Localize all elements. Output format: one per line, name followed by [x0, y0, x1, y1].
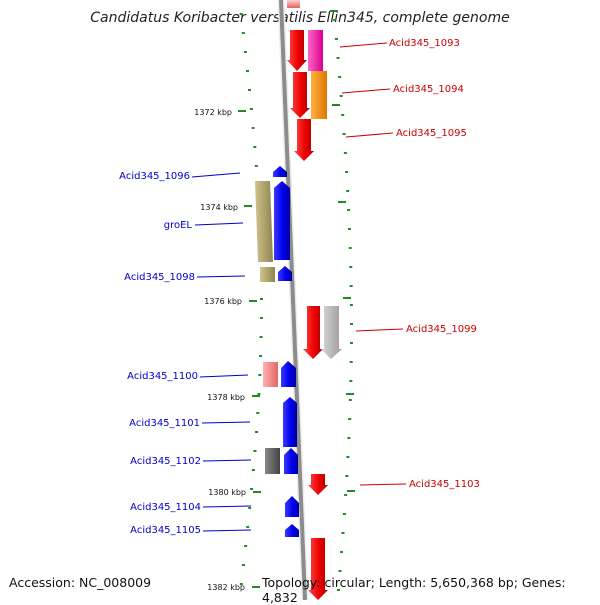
tick-marks — [239, 13, 353, 591]
scale-ticks — [238, 110, 261, 588]
scale-label-1376: 1376 kbp — [204, 297, 242, 306]
scale-label-1378: 1378 kbp — [207, 393, 245, 402]
scale-label-1382: 1382 kbp — [207, 583, 245, 592]
gene-feature-acid345-1105[interactable] — [285, 524, 299, 537]
label-acid345-1098[interactable]: Acid345_1098 — [124, 272, 195, 283]
gene-feature-groel-partner[interactable] — [255, 181, 273, 262]
gene-feature-1099-partner[interactable] — [321, 306, 342, 359]
gene-feature-acid345-1102[interactable] — [284, 448, 298, 474]
accession-text: Accession: NC_008009 — [9, 575, 152, 590]
forward-strand-features — [287, 0, 342, 600]
label-groel[interactable]: groEL — [164, 220, 193, 231]
gene-feature-acid345-1103[interactable] — [308, 474, 328, 495]
map-title: Candidatus Koribacter versatilis Ellin34… — [90, 10, 510, 26]
gene-feature-acid345-1104[interactable] — [285, 496, 299, 517]
gene-feature-acid345-1100[interactable] — [281, 361, 296, 387]
label-acid345-1103[interactable]: Acid345_1103 — [409, 479, 480, 490]
gene-feature-acid345-1098[interactable] — [278, 266, 292, 281]
genome-backbone-line — [279, 0, 307, 600]
gene-feature-1098-partner[interactable] — [260, 267, 275, 282]
label-acid345-1101[interactable]: Acid345_1101 — [129, 418, 200, 429]
label-acid345-1104[interactable]: Acid345_1104 — [130, 502, 201, 513]
label-acid345-1102[interactable]: Acid345_1102 — [130, 456, 201, 467]
label-acid345-1105[interactable]: Acid345_1105 — [130, 525, 201, 536]
gene-feature-acid345-1099[interactable] — [303, 306, 323, 359]
gene-feature-acid345-1096[interactable] — [273, 166, 287, 177]
reverse-strand-features — [255, 166, 299, 537]
label-acid345-1094[interactable]: Acid345_1094 — [393, 84, 464, 95]
topology-text: Topology: circular; Length: 5,650,368 bp… — [262, 575, 566, 605]
label-acid345-1100[interactable]: Acid345_1100 — [127, 371, 198, 382]
label-acid345-1095[interactable]: Acid345_1095 — [396, 128, 467, 139]
gene-feature-groel[interactable] — [274, 181, 290, 260]
gene-feature-1094-partner[interactable] — [311, 71, 327, 119]
gene-feature-1093-top[interactable] — [287, 0, 300, 8]
scale-label-1372: 1372 kbp — [194, 108, 232, 117]
scale-labels: 1372 kbp 1374 kbp 1376 kbp 1378 kbp 1380… — [194, 108, 246, 592]
gene-feature-1102-partner[interactable] — [265, 448, 280, 474]
gene-feature-acid345-1093[interactable] — [287, 30, 307, 71]
gene-feature-1100-partner[interactable] — [263, 362, 278, 387]
label-acid345-1099[interactable]: Acid345_1099 — [406, 324, 477, 335]
gene-feature-1093-partner[interactable] — [308, 30, 323, 71]
label-acid345-1093[interactable]: Acid345_1093 — [389, 38, 460, 49]
gene-labels: Acid345_1093 Acid345_1094 Acid345_1095 A… — [119, 38, 480, 536]
label-acid345-1096[interactable]: Acid345_1096 — [119, 171, 190, 182]
right-scale-ticks — [330, 10, 355, 492]
gene-feature-acid345-1095[interactable] — [294, 119, 314, 161]
gene-feature-acid345-1101[interactable] — [283, 397, 297, 447]
scale-label-1380: 1380 kbp — [208, 488, 246, 497]
gene-feature-acid345-1094[interactable] — [290, 72, 310, 118]
scale-label-1374: 1374 kbp — [200, 203, 238, 212]
gene-feature-bottom[interactable] — [308, 538, 328, 600]
label-connectors — [191, 42, 407, 532]
